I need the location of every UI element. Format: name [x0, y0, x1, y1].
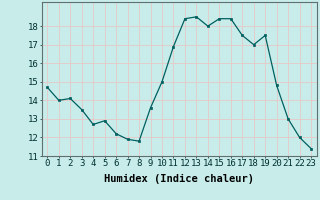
X-axis label: Humidex (Indice chaleur): Humidex (Indice chaleur): [104, 174, 254, 184]
